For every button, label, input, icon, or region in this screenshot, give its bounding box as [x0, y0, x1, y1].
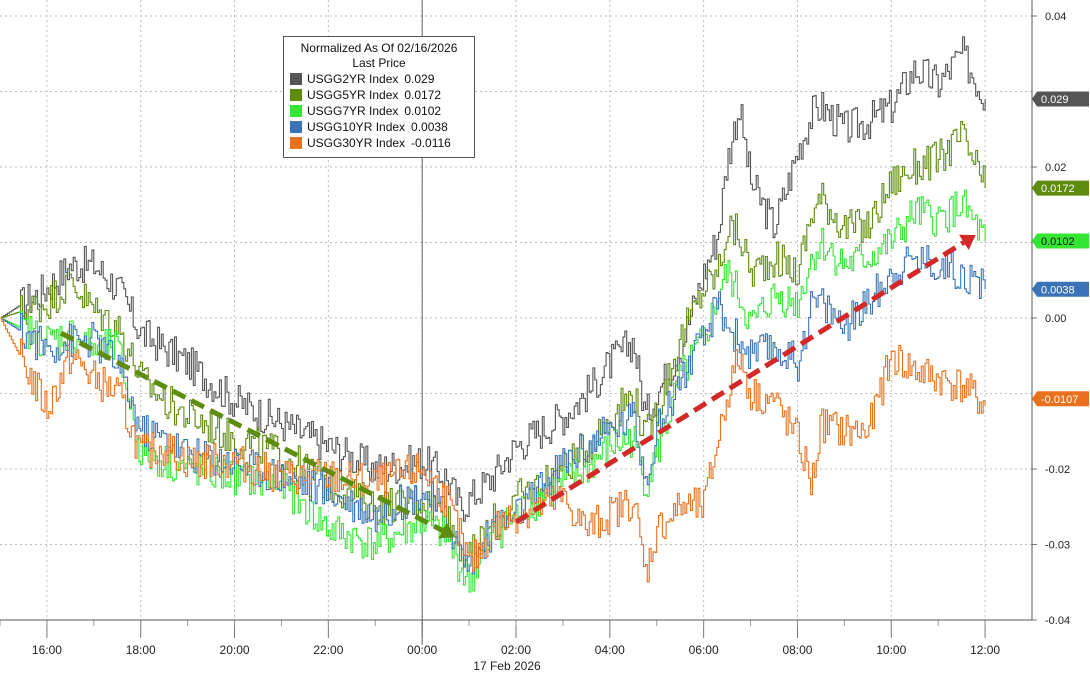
- legend-swatch: [290, 137, 302, 149]
- axes: 0.04 0.02 0.00 -0.02 -0.03 -0.04 16:00 18:00 20:…: [0, 0, 1070, 673]
- legend-item: USGG10YR Index 0.0038: [290, 119, 468, 135]
- legend-swatch: [290, 121, 302, 133]
- legend-series-value: 0.0172: [404, 88, 442, 102]
- last-value-tag-label: 0.0038: [1041, 284, 1075, 296]
- legend-series-name: USGG10YR Index: [307, 120, 406, 134]
- last-value-tags: 0.029 0.0172 0.0102 0.0038 -0.0107: [1032, 91, 1089, 407]
- trend-arrow-head: [959, 234, 976, 250]
- y-tick-label: 0.04: [1045, 11, 1066, 23]
- legend-series-name: USGG2YR Index: [307, 72, 399, 86]
- x-tick-label: 20:00: [220, 643, 250, 657]
- last-value-tag-label: 0.029: [1041, 94, 1069, 106]
- y-tick-label: -0.03: [1045, 540, 1070, 552]
- series-line: [0, 189, 986, 593]
- trend-arrow-shaft: [59, 330, 444, 533]
- last-value-tag: [1032, 180, 1089, 196]
- legend-item: USGG5YR Index 0.0172: [290, 87, 468, 103]
- legend-item: USGG30YR Index -0.0116: [290, 135, 468, 151]
- legend-swatch: [290, 73, 302, 85]
- last-value-tag: [1032, 91, 1089, 107]
- legend-subtitle: Last Price: [352, 56, 406, 70]
- series-lines: [0, 36, 986, 593]
- legend-swatch: [290, 89, 302, 101]
- x-tick-label: 22:00: [313, 643, 343, 657]
- last-value-tag: [1032, 391, 1089, 407]
- series-line: [0, 317, 986, 583]
- last-value-tag: [1032, 233, 1089, 249]
- legend-series-name: USGG30YR Index: [307, 136, 406, 150]
- trend-arrow-shaft: [514, 240, 966, 524]
- last-value-tag: [1032, 281, 1089, 297]
- y-tick-label: -0.02: [1045, 464, 1070, 476]
- legend-item: USGG7YR Index 0.0102: [290, 103, 468, 119]
- legend-series-value: 0.0038: [411, 120, 448, 134]
- series-line: [0, 36, 986, 522]
- legend-series-value: -0.0116: [411, 136, 451, 150]
- legend-title: Normalized As Of 02/16/2026: [300, 41, 458, 55]
- x-tick-label: 12:00: [970, 643, 1000, 657]
- last-value-tag-label: -0.0107: [1041, 394, 1078, 406]
- x-tick-label: 06:00: [689, 643, 719, 657]
- x-tick-label: 02:00: [501, 643, 531, 657]
- x-date-label: 17 Feb 2026: [473, 659, 541, 673]
- series-line: [0, 121, 986, 566]
- legend: Normalized As Of 02/16/2026 Last Price U…: [283, 36, 475, 158]
- y-tick-label: -0.04: [1045, 615, 1070, 627]
- legend-swatch: [290, 105, 302, 117]
- x-tick-label: 08:00: [782, 643, 812, 657]
- x-tick-label: 10:00: [876, 643, 906, 657]
- trend-arrow-head: [438, 522, 456, 539]
- x-tick-label: 00:00: [407, 643, 437, 657]
- y-tick-label: 0.00: [1045, 313, 1066, 325]
- legend-series-value: 0.0102: [404, 104, 442, 118]
- legend-series-value: 0.029: [404, 72, 435, 86]
- trend-arrows: [59, 234, 976, 539]
- last-value-tag-label: 0.0102: [1041, 236, 1075, 248]
- x-tick-label: 18:00: [126, 643, 156, 657]
- x-tick-label: 04:00: [595, 643, 625, 657]
- legend-series-name: USGG5YR Index: [307, 88, 399, 102]
- legend-item: USGG2YR Index 0.029: [290, 71, 468, 87]
- last-value-tag-label: 0.0172: [1041, 183, 1075, 195]
- x-tick-label: 16:00: [32, 643, 62, 657]
- legend-series-name: USGG7YR Index: [307, 104, 399, 118]
- series-line: [0, 245, 986, 575]
- y-tick-label: 0.02: [1045, 162, 1066, 174]
